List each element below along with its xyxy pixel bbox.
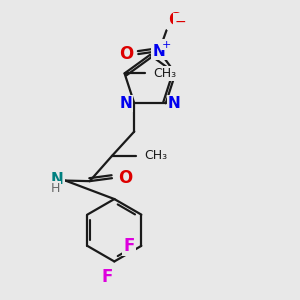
Text: N: N [119,96,132,111]
Text: N: N [168,96,181,111]
Text: O: O [118,169,132,187]
Text: +: + [162,40,171,50]
Text: F: F [101,268,113,286]
Text: CH₃: CH₃ [145,149,168,162]
Text: O: O [119,45,133,63]
Text: F: F [123,237,135,255]
Text: O: O [168,11,182,29]
Text: −: − [174,14,186,28]
Text: N: N [51,172,64,187]
Text: CH₃: CH₃ [153,67,176,80]
Text: N: N [153,44,166,59]
Text: H: H [51,182,61,195]
